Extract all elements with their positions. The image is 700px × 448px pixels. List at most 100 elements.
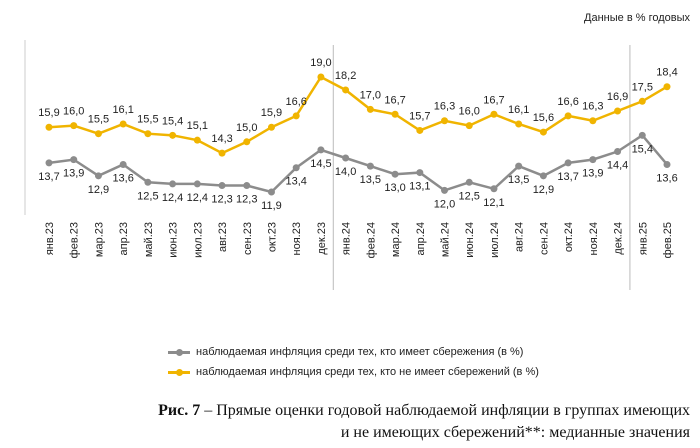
x-tick-label: июл.24 <box>489 222 501 258</box>
data-point <box>267 188 275 196</box>
data-point <box>193 136 201 144</box>
x-tick-label: апр.23 <box>118 222 130 255</box>
data-label: 16,1 <box>508 104 529 116</box>
data-label: 14,0 <box>335 166 356 178</box>
data-point <box>539 128 547 136</box>
line-chart: янв.23 фев.23 мар.23 апр.23 май.23 июн.23 июл.… <box>24 40 678 290</box>
data-label: 12,3 <box>211 194 232 206</box>
data-label: 15,9 <box>38 107 59 119</box>
data-label: 13,5 <box>508 174 529 186</box>
data-point <box>193 180 201 188</box>
data-label: 15,9 <box>261 107 282 119</box>
data-point <box>465 178 473 186</box>
data-point <box>490 185 498 193</box>
data-point <box>614 148 622 156</box>
x-tick-label: сен.24 <box>538 222 550 255</box>
data-label: 15,1 <box>187 120 208 132</box>
data-point <box>70 122 78 130</box>
x-tick-label: янв.23 <box>44 222 56 255</box>
data-label: 13,5 <box>360 174 381 186</box>
x-tick-label: янв.25 <box>637 222 649 255</box>
data-point <box>267 123 275 131</box>
data-point <box>515 120 523 128</box>
data-point <box>515 162 523 170</box>
data-label: 12,5 <box>137 190 158 202</box>
data-point <box>243 182 251 190</box>
data-label: 13,6 <box>112 172 133 184</box>
data-point <box>589 156 597 164</box>
data-label: 16,6 <box>557 96 578 108</box>
data-label: 14,4 <box>607 160 628 172</box>
legend-item-nonsavers: наблюдаемая инфляция среди тех, кто не и… <box>168 366 539 378</box>
data-point <box>416 169 424 177</box>
data-label: 15,7 <box>409 110 430 122</box>
data-label: 12,5 <box>459 190 480 202</box>
x-tick-label: фев.25 <box>662 222 674 258</box>
data-point <box>218 182 226 190</box>
data-label: 16,0 <box>459 106 480 118</box>
data-label: 12,4 <box>162 192 183 204</box>
data-point <box>366 162 374 170</box>
caption-line-1: Рис. 7 – Прямые оценки годовой наблюдаем… <box>158 402 690 420</box>
data-point <box>169 180 177 188</box>
data-label: 11,9 <box>261 200 282 212</box>
data-label: 15,5 <box>88 114 109 126</box>
caption-text: – Прямые оценки годовой наблюдаемой инфл… <box>200 402 690 419</box>
series-line <box>48 75 668 155</box>
data-point <box>342 154 350 162</box>
x-tick-label: ноя.24 <box>588 222 600 255</box>
data-label: 17,0 <box>360 89 381 101</box>
legend-item-savers: наблюдаемая инфляция среди тех, кто имее… <box>168 346 523 358</box>
data-point <box>589 117 597 125</box>
data-point <box>391 170 399 178</box>
legend-label: наблюдаемая инфляция среди тех, кто имее… <box>196 346 524 358</box>
series-line <box>48 133 668 194</box>
data-point <box>317 73 325 81</box>
data-label: 16,0 <box>63 106 84 118</box>
data-point <box>441 117 449 125</box>
units-note: Данные в % годовых <box>584 12 690 24</box>
data-label: 13,7 <box>557 171 578 183</box>
x-tick-label: май.24 <box>440 222 452 257</box>
data-point <box>663 83 671 91</box>
data-label: 15,0 <box>236 122 257 134</box>
data-point <box>243 138 251 146</box>
data-point <box>292 112 300 120</box>
x-tick-label: ноя.23 <box>291 222 303 255</box>
data-label: 13,4 <box>285 176 306 188</box>
x-tick-label: дек.24 <box>613 222 625 255</box>
x-tick-label: авг.24 <box>514 222 526 252</box>
data-label: 12,1 <box>483 197 504 209</box>
data-point <box>342 86 350 94</box>
data-point <box>94 172 102 180</box>
data-label: 15,6 <box>533 112 554 124</box>
data-label: 12,0 <box>434 198 455 210</box>
data-label: 16,7 <box>384 94 405 106</box>
data-label: 12,9 <box>533 184 554 196</box>
caption-line-2: и не имеющих сбережений**: медианные зна… <box>340 424 690 441</box>
x-tick-label: июн.24 <box>464 222 476 258</box>
legend-swatch-gray <box>168 348 190 356</box>
data-label: 12,3 <box>236 194 257 206</box>
data-label: 12,9 <box>88 184 109 196</box>
legend-label: наблюдаемая инфляция среди тех, кто не и… <box>196 366 539 378</box>
x-tick-label: авг.23 <box>217 222 229 252</box>
data-label: 16,9 <box>607 91 628 103</box>
data-point <box>119 160 127 168</box>
data-label: 12,4 <box>187 192 208 204</box>
data-point <box>70 156 78 164</box>
data-point <box>416 126 424 134</box>
data-point <box>564 112 572 120</box>
x-tick-label: мар.24 <box>390 222 402 257</box>
data-label: 15,4 <box>632 143 653 155</box>
data-label: 13,0 <box>384 182 405 194</box>
data-point <box>638 131 646 139</box>
x-tick-label: окт.23 <box>266 222 278 252</box>
legend-swatch-yellow <box>168 368 190 376</box>
data-point <box>144 178 152 186</box>
x-tick-label: янв.24 <box>341 222 353 255</box>
x-tick-label: июл.23 <box>192 222 204 258</box>
data-point <box>614 107 622 115</box>
data-label: 17,5 <box>632 81 653 93</box>
data-point <box>490 110 498 118</box>
